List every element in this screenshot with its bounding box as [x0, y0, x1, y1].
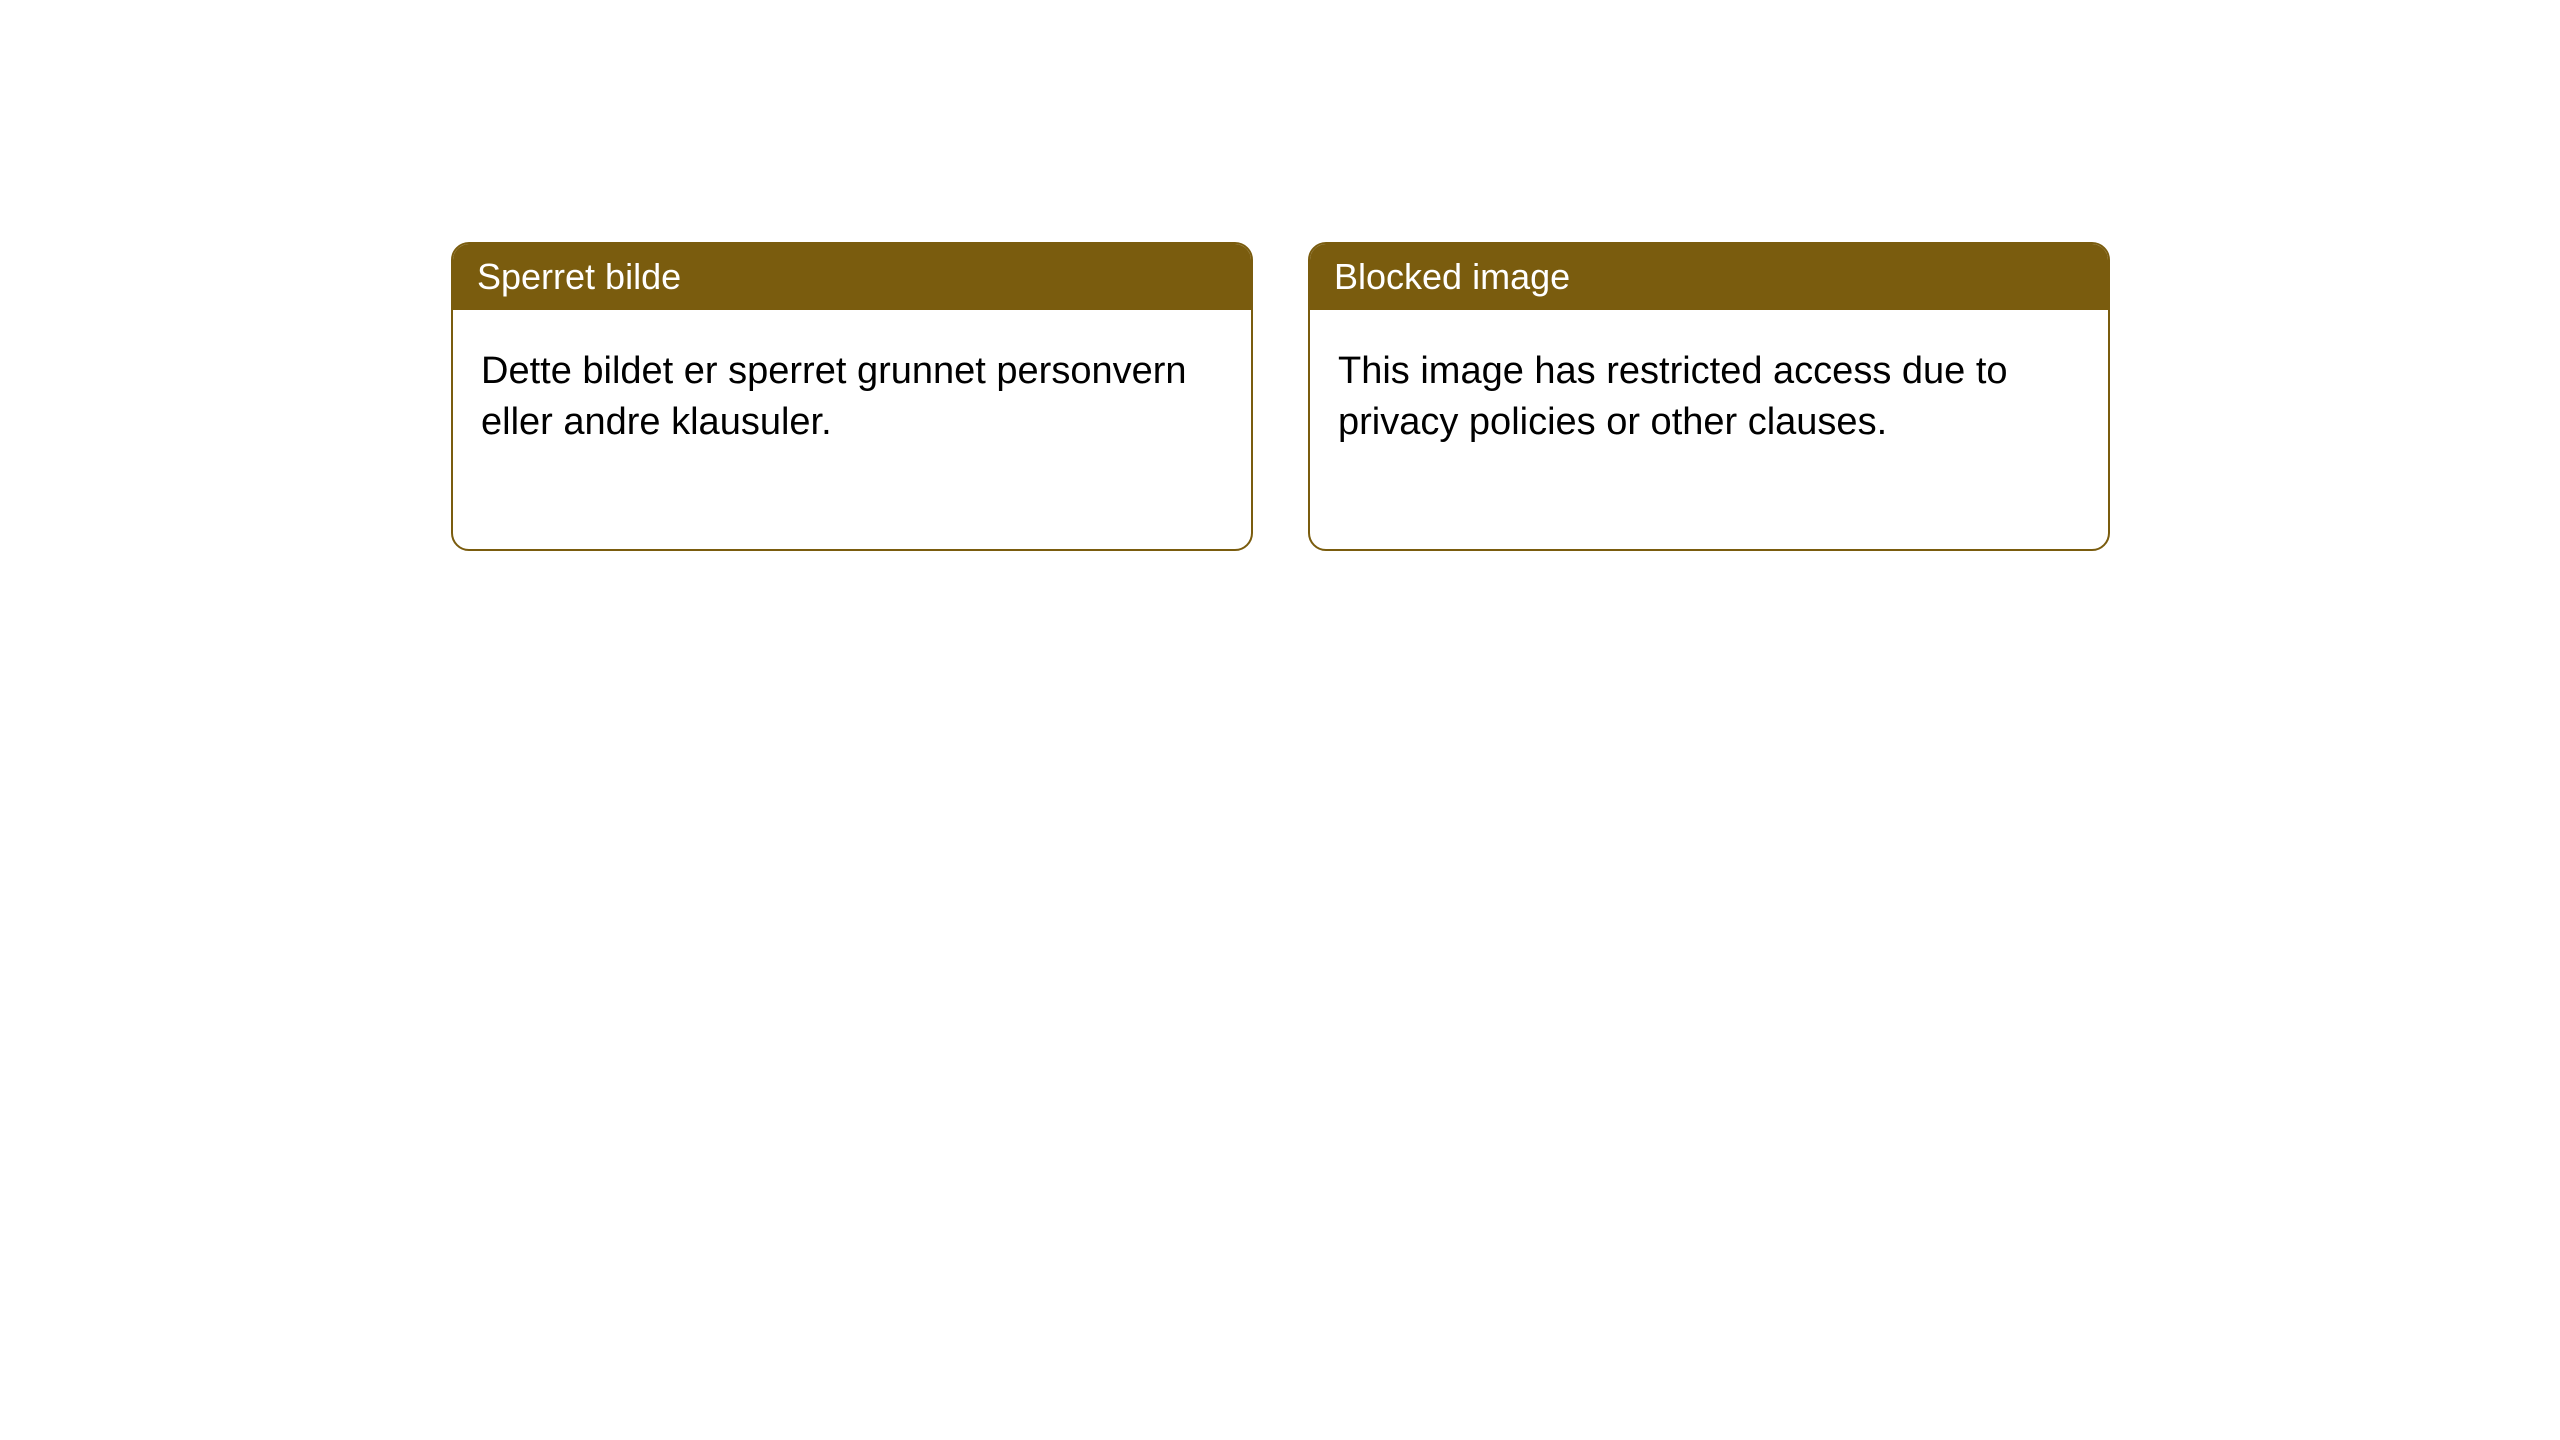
- notice-text-norwegian: Dette bildet er sperret grunnet personve…: [481, 350, 1187, 443]
- notice-body-english: This image has restricted access due to …: [1310, 310, 2108, 549]
- notice-card-english: Blocked image This image has restricted …: [1308, 242, 2110, 551]
- notice-header-english: Blocked image: [1310, 244, 2108, 310]
- notice-container: Sperret bilde Dette bildet er sperret gr…: [451, 242, 2110, 551]
- notice-title-english: Blocked image: [1334, 256, 1570, 297]
- notice-body-norwegian: Dette bildet er sperret grunnet personve…: [453, 310, 1251, 549]
- notice-card-norwegian: Sperret bilde Dette bildet er sperret gr…: [451, 242, 1253, 551]
- notice-header-norwegian: Sperret bilde: [453, 244, 1251, 310]
- notice-text-english: This image has restricted access due to …: [1338, 350, 2008, 443]
- notice-title-norwegian: Sperret bilde: [477, 256, 681, 297]
